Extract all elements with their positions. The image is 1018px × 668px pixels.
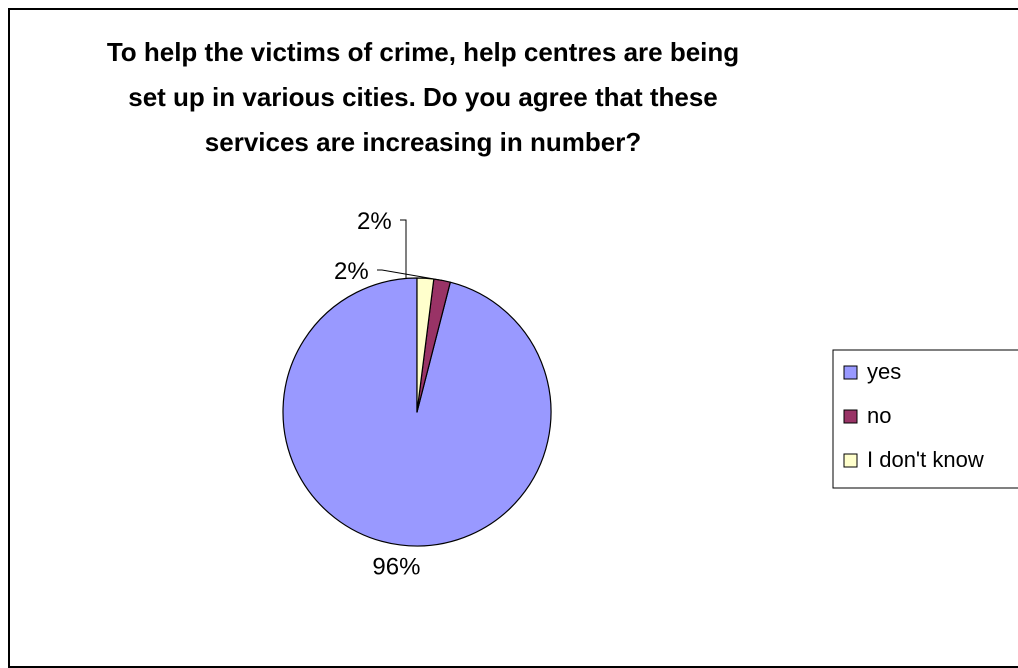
pie-chart: 96% 2% 2% yes no I don't know: [282, 208, 1018, 581]
pie-slices: [282, 277, 552, 547]
legend-label-yes: yes: [867, 359, 901, 384]
data-labels: 96% 2% 2%: [334, 208, 420, 581]
legend-swatch-no: [843, 409, 858, 424]
legend-swatch-i-don-t-know: [843, 453, 858, 468]
data-label-no: 2%: [334, 258, 369, 285]
leader-line-no: [377, 269, 443, 281]
leader-line-i-don-t-know: [400, 219, 407, 279]
legend-label-no: no: [867, 403, 891, 428]
chart-title: To help the victims of crime, help centr…: [106, 37, 740, 157]
legend-swatch-yes: [843, 365, 858, 380]
data-label-yes: 96%: [372, 554, 420, 581]
legend-label-i-don-t-know: I don't know: [867, 447, 984, 472]
legend-box: [832, 349, 1018, 489]
leader-lines: [377, 219, 443, 281]
legend: yes no I don't know: [832, 349, 1018, 489]
data-label-i-don-t-know: 2%: [357, 208, 392, 235]
